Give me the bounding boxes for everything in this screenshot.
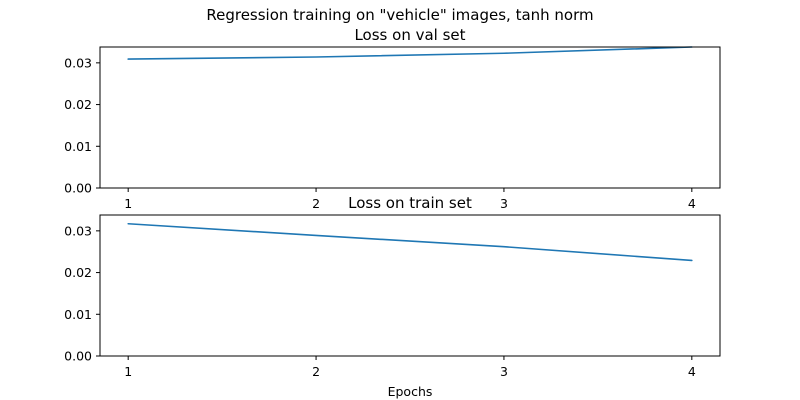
series-line-0 xyxy=(127,222,693,262)
y-tick-label: 0.01 xyxy=(64,139,92,154)
train-loss-title: Loss on train set xyxy=(348,194,472,212)
val-loss-title: Loss on val set xyxy=(354,26,465,44)
y-tick-label: 0.03 xyxy=(64,55,92,70)
x-tick-label: 4 xyxy=(688,196,696,211)
figure-title: Regression training on "vehicle" images,… xyxy=(206,6,593,24)
x-tick-label: 3 xyxy=(500,364,508,379)
y-tick-label: 0.00 xyxy=(64,181,92,196)
y-tick-label: 0.03 xyxy=(64,223,92,238)
x-tick-label: 1 xyxy=(124,196,132,211)
y-tick-label: 0.01 xyxy=(64,307,92,322)
val-loss-plot-area: 1 2 3 4 0.00 0.01 0.02 0.03 xyxy=(64,46,721,211)
plot-frame xyxy=(99,214,721,357)
train-loss-plot-area: 1 2 3 4 0.00 0.01 0.02 0.03 xyxy=(64,214,721,379)
x-tick-label: 1 xyxy=(124,364,132,379)
y-tick-label: 0.02 xyxy=(64,265,92,280)
y-tick-label: 0.00 xyxy=(64,349,92,364)
train-loss-subplot: Loss on train set 1 2 3 4 0.00 0.01 0.02 0.03 E… xyxy=(64,194,721,399)
x-tick-label: 3 xyxy=(500,196,508,211)
x-tick-label: 2 xyxy=(312,364,320,379)
series-line-0 xyxy=(127,46,693,60)
y-tick-label: 0.02 xyxy=(64,97,92,112)
plot-frame xyxy=(99,46,721,189)
train-loss-x-axis-label: Epochs xyxy=(388,384,433,399)
x-tick-label: 2 xyxy=(312,196,320,211)
x-tick-label: 4 xyxy=(688,364,696,379)
val-loss-subplot: Loss on val set 1 2 3 4 0.00 0.01 0.02 0.03 xyxy=(64,26,721,211)
